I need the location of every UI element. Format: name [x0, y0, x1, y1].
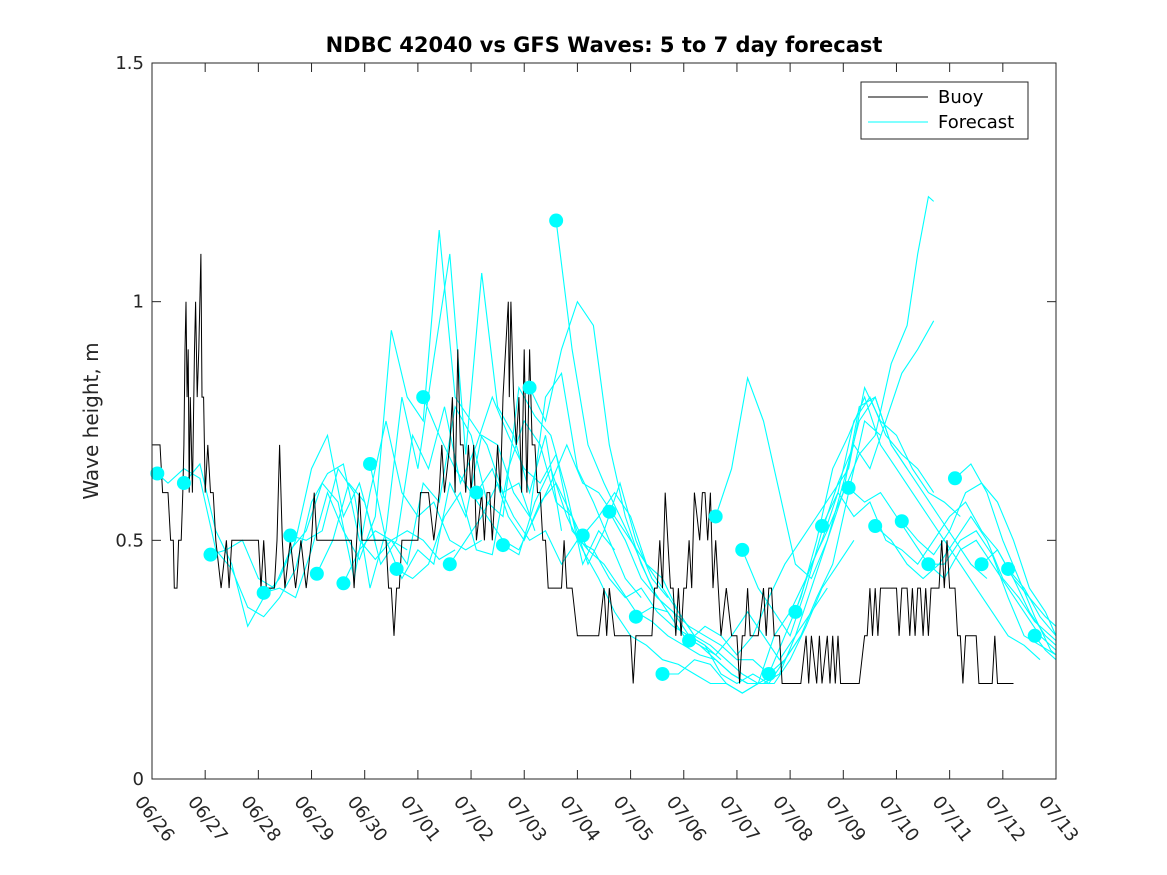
- forecast-line: [981, 549, 1057, 646]
- forecast-line: [794, 195, 935, 613]
- forecast-line: [422, 396, 695, 637]
- y-tick-label: 1: [133, 292, 144, 313]
- forecast-marker: [150, 466, 165, 481]
- forecast-line: [316, 395, 589, 574]
- forecast-marker: [655, 666, 670, 681]
- y-tick-label: 0.5: [115, 530, 144, 551]
- forecast-marker: [815, 519, 830, 534]
- series-layer: [150, 195, 1057, 694]
- forecast-line: [662, 395, 935, 694]
- forecast-marker: [363, 456, 378, 471]
- forecast-marker: [602, 504, 617, 519]
- legend: Buoy Forecast: [860, 81, 1029, 140]
- forecast-marker: [841, 480, 856, 495]
- forecast-line: [475, 467, 748, 684]
- forecast-marker: [442, 557, 457, 572]
- forecast-marker: [974, 557, 989, 572]
- forecast-line: [342, 385, 616, 584]
- forecast-marker: [708, 509, 723, 524]
- forecast-line: [821, 491, 1057, 627]
- forecast-marker: [256, 585, 271, 600]
- forecast-marker: [176, 476, 191, 491]
- forecast-line: [369, 371, 642, 598]
- forecast-marker: [469, 485, 484, 500]
- legend-label-buoy: Buoy: [938, 87, 984, 108]
- forecast-line: [183, 433, 456, 628]
- forecast-marker: [336, 576, 351, 591]
- forecast-line: [263, 230, 536, 599]
- forecast-marker: [495, 538, 510, 553]
- forecast-marker: [735, 542, 750, 557]
- y-tick-label: 0: [133, 769, 144, 790]
- forecast-line: [954, 463, 1057, 656]
- forecast-marker: [416, 390, 431, 405]
- y-tick-label: 1.5: [115, 53, 144, 74]
- forecast-line: [848, 487, 1057, 651]
- axes-box: [151, 62, 1057, 780]
- forecast-marker: [761, 666, 776, 681]
- forecast-line: [768, 395, 1041, 675]
- forecast-marker: [389, 561, 404, 576]
- legend-label-forecast: Forecast: [938, 112, 1014, 133]
- forecast-marker: [575, 528, 590, 543]
- chart-title: NDBC 42040 vs GFS Waves: 5 to 7 day fore…: [326, 33, 883, 57]
- forecast-marker: [522, 380, 537, 395]
- forecast-marker: [682, 633, 697, 648]
- forecast-line: [874, 515, 1057, 642]
- forecast-marker: [549, 213, 564, 228]
- forecast-line: [715, 375, 988, 580]
- forecast-line: [1007, 568, 1057, 637]
- forecast-marker: [628, 609, 643, 624]
- forecast-marker: [921, 557, 936, 572]
- forecast-marker: [1001, 561, 1016, 576]
- forecast-marker: [788, 604, 803, 619]
- forecast-marker: [1027, 628, 1042, 643]
- forecast-marker: [203, 547, 218, 562]
- forecast-marker: [283, 528, 298, 543]
- y-axis-label: Wave height, m: [79, 342, 103, 499]
- forecast-line: [741, 320, 935, 638]
- forecast-marker: [868, 519, 883, 534]
- forecast-marker: [309, 566, 324, 581]
- forecast-marker: [894, 514, 909, 529]
- legend-box: [860, 81, 1029, 140]
- buoy-line: [152, 253, 1014, 684]
- forecast-marker: [947, 471, 962, 486]
